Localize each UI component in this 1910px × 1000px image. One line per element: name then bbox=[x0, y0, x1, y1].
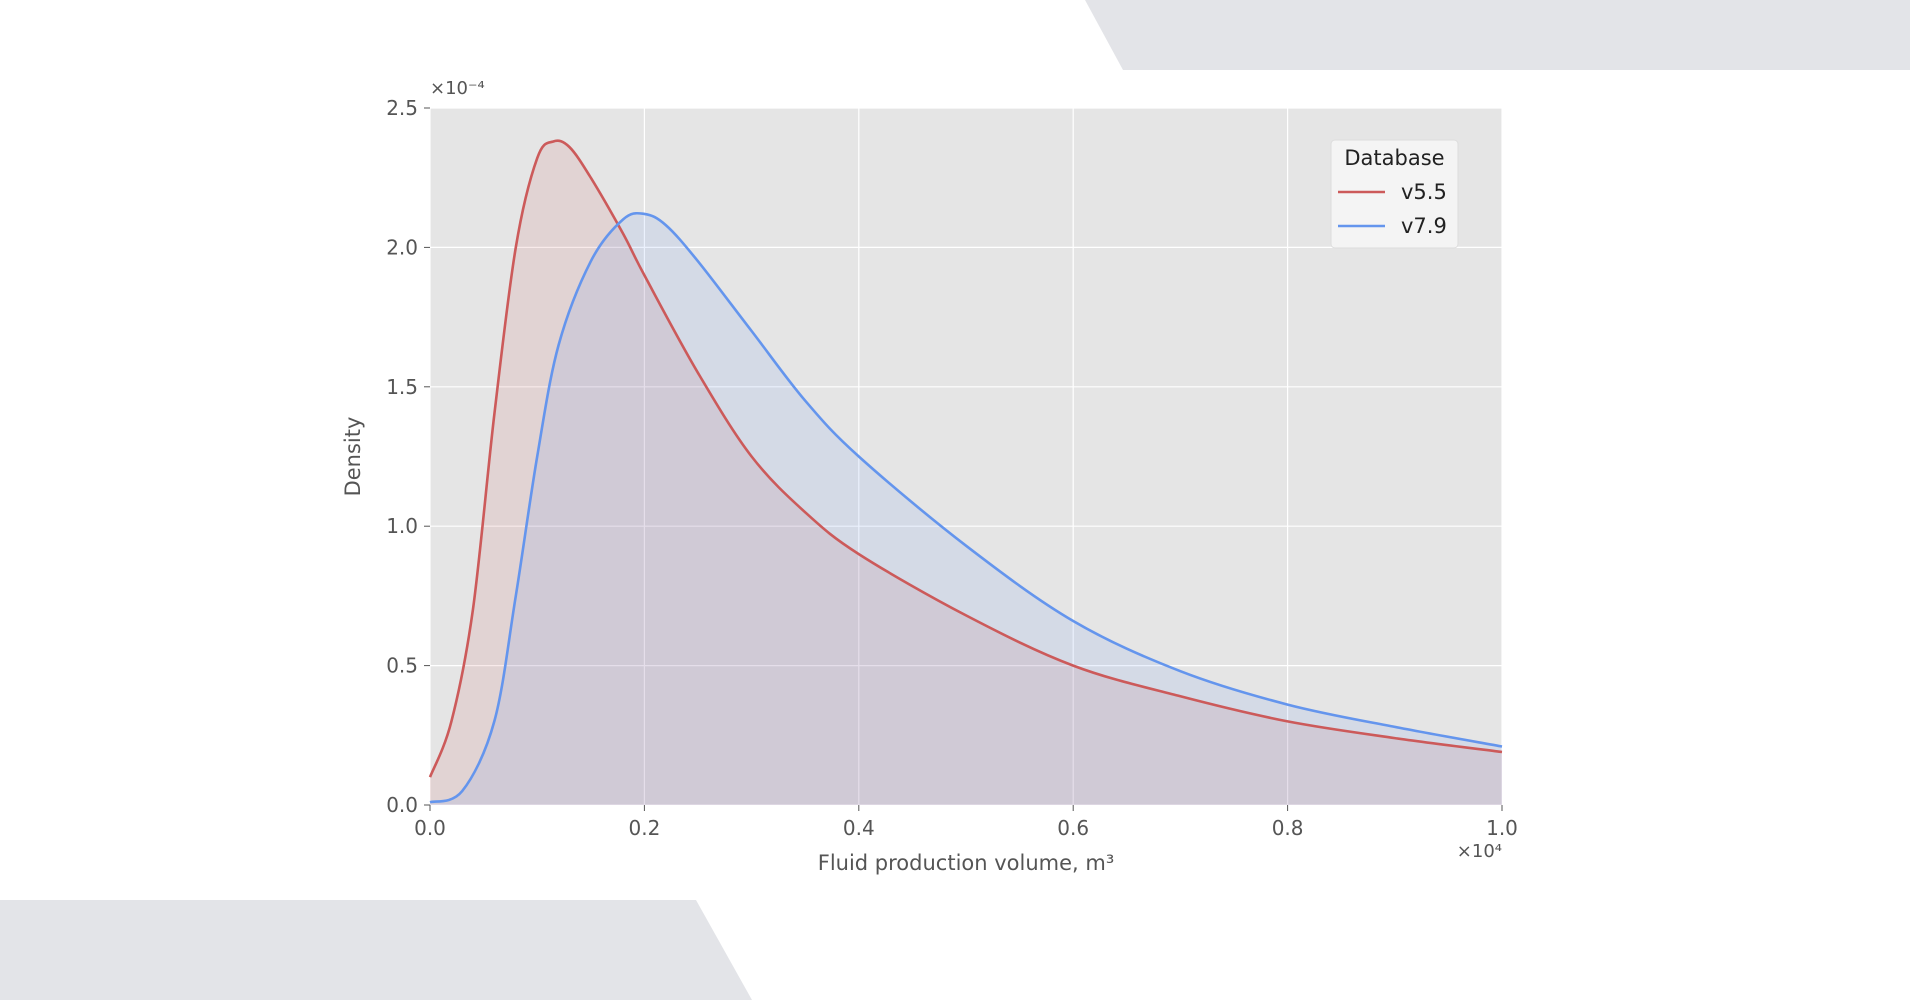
series-area-v7.9 bbox=[430, 213, 1502, 805]
bottom-left-band bbox=[0, 900, 752, 1000]
y-axis-ticks: 0.0 0.5 1.0 1.5 2.0 2.5 bbox=[386, 96, 430, 817]
x-tick-label: 1.0 bbox=[1486, 816, 1518, 840]
series-lines bbox=[428, 139, 1503, 804]
legend-label-v7.9: v7.9 bbox=[1401, 214, 1447, 238]
legend-items: v5.5 v7.9 bbox=[1338, 180, 1447, 238]
x-axis-ticks: 0.0 0.2 0.4 0.6 0.8 1.0 bbox=[414, 805, 1518, 840]
x-tick-label: 0.0 bbox=[414, 816, 446, 840]
x-axis-multiplier: ×10⁴ bbox=[1457, 841, 1502, 862]
legend-title: Database bbox=[1344, 146, 1444, 170]
top-right-band bbox=[1085, 0, 1910, 70]
series-line-v5.5 bbox=[428, 139, 1503, 778]
series-line-v7.9 bbox=[429, 211, 1503, 804]
x-axis-label: Fluid production volume, m³ bbox=[818, 851, 1115, 875]
y-tick-label: 1.0 bbox=[386, 514, 418, 538]
legend-box bbox=[1330, 139, 1459, 249]
series-area-v5.5 bbox=[430, 140, 1502, 805]
x-tick-label: 0.6 bbox=[1057, 816, 1089, 840]
y-tick-label: 1.5 bbox=[386, 375, 418, 399]
y-tick-label: 2.0 bbox=[386, 235, 418, 259]
y-axis-label: Density bbox=[341, 417, 365, 497]
y-axis-multiplier: ×10⁻⁴ bbox=[430, 78, 485, 99]
x-tick-label: 0.4 bbox=[843, 816, 875, 840]
plot-area bbox=[430, 108, 1502, 805]
x-tick-label: 0.8 bbox=[1272, 816, 1304, 840]
legend-label-v5.5: v5.5 bbox=[1401, 180, 1447, 204]
grid-lines bbox=[429, 107, 1503, 806]
y-tick-label: 2.5 bbox=[386, 96, 418, 120]
legend: Database v5.5 v7.9 bbox=[1330, 139, 1459, 249]
y-tick-label: 0.5 bbox=[386, 654, 418, 678]
series-areas bbox=[430, 140, 1502, 805]
y-tick-label: 0.0 bbox=[386, 793, 418, 817]
x-tick-label: 0.2 bbox=[628, 816, 660, 840]
